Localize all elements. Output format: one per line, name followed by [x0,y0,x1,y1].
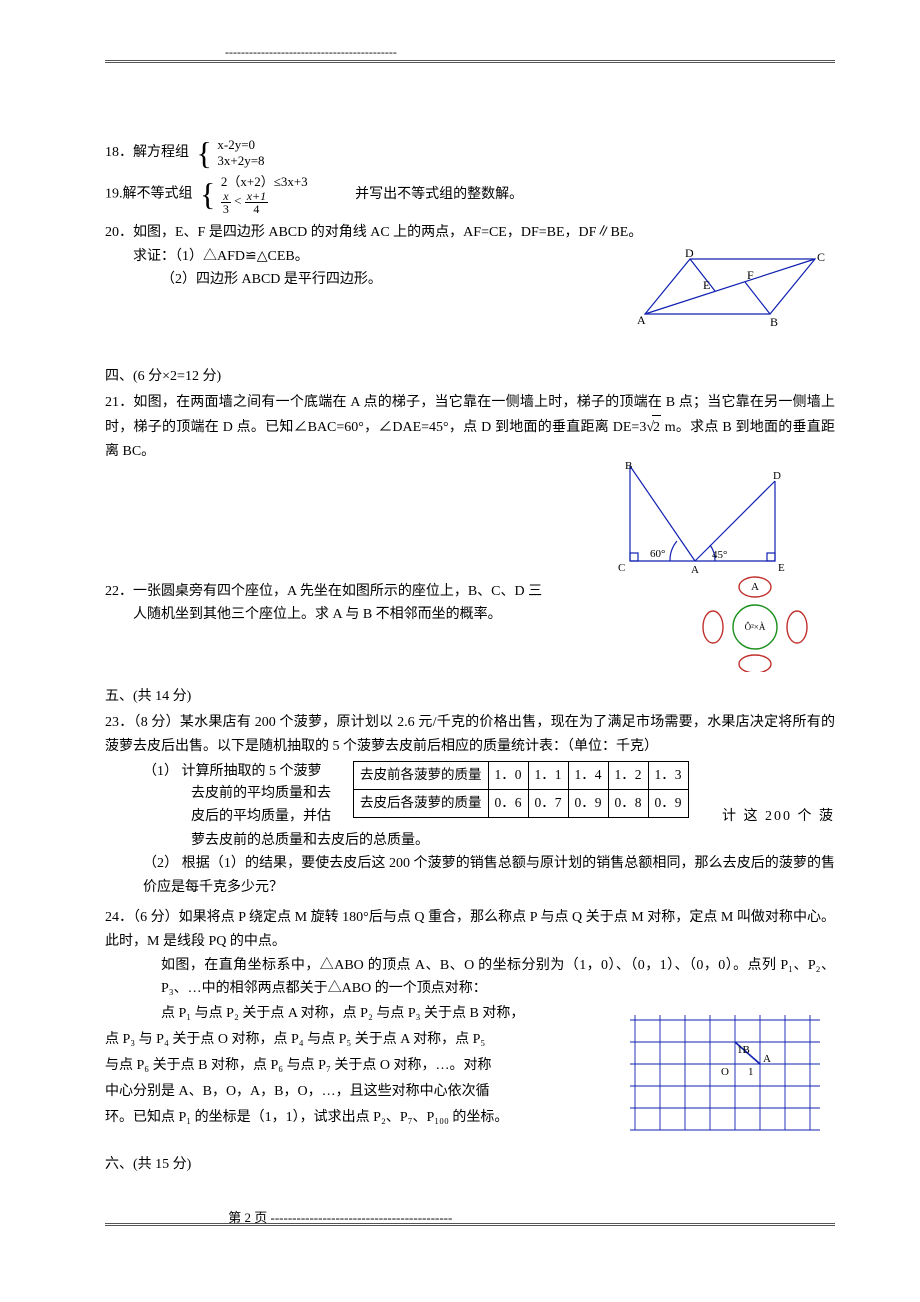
label-B: B [625,461,632,472]
q19-lt: < [234,193,241,208]
label-A: A [751,581,759,593]
q19-prefix: 19.解不等式组 [105,187,193,202]
cell: 1．3 [648,761,688,789]
question-21: 21．如图，在两面墙之间有一个底端在 A 点的梯子，当它靠在一侧墙上时，梯子的顶… [105,391,835,573]
label-E: E [703,278,710,292]
q23-p1b: 去皮前的平均质量和去 [143,783,353,805]
q19-frac2-num: x+1 [245,190,268,203]
q20-diagram: A B C D E F [635,249,825,329]
label-D: D [773,470,781,482]
q24-line1: 24．（6 分）如果将点 P 绕定点 M 旋转 180°后与点 Q 重合，那么称… [105,906,835,954]
q24-line2: 如图，在直角坐标系中，△ABO 的顶点 A、B、O 的坐标分别为（1，0）、（0… [161,954,835,1002]
q18-prefix: 18．解方程组 [105,145,189,160]
header-dashes: ----------------------------------------… [225,45,397,60]
q24-line5: 与点 P₆ 关于点 B 对称，点 P₆ 与点 P₇ 关于点 O 对称，…。对称 [105,1053,595,1079]
label-1B: 1B [737,1044,750,1056]
question-20: 20．如图，E、F 是四边形 ABCD 的对角线 AC 上的两点，AF=CE，D… [105,221,835,347]
q24-line6: 中心分别是 A、B，O，A，B，O，…，且这些对称中心依次循 [105,1079,595,1105]
label-C: C [618,562,625,574]
q23-line1: 23．（8 分）某水果店有 200 个菠萝，原计划以 2.6 元/千克的价格出售… [105,711,835,759]
q23-table: 去皮前各菠萝的质量 1．0 1．1 1．4 1．2 1．3 去皮后各菠萝的质量 … [353,761,689,818]
label-A: A [637,313,646,327]
q24-line4: 点 P₃ 与 P₄ 关于点 O 对称，点 P₄ 与点 P₅ 关于点 A 对称，点… [105,1027,595,1053]
table-row: 去皮前各菠萝的质量 1．0 1．1 1．4 1．2 1．3 [354,761,689,789]
q21-diagram: B C A D E 60° 45° [615,461,795,576]
cell: 0．8 [608,789,648,817]
q22-line2: 人随机坐到其他三个座位上。求 A 与 B 不相邻而坐的概率。 [133,603,605,627]
page-number: 第 2 页 [228,1210,267,1225]
q18-eq2: 3x+2y=8 [217,153,264,168]
question-19: 19.解不等式组 { 2（x+2）≤3x+3 x3 < x+14 并写出不等式组… [105,174,835,215]
footer-rule: 第 2 页 ----------------------------------… [105,1223,835,1226]
label-O: O [721,1066,729,1078]
q24-grid: O 1B A 1 [625,1005,825,1135]
label-60: 60° [650,548,665,560]
cell: 0．6 [488,789,528,817]
q19-suffix: 并写出不等式组的整数解。 [355,187,523,202]
label-B: B [770,315,778,329]
q19-frac1-den: 3 [221,203,231,215]
footer-dashes: ----------------------------------------… [271,1210,453,1225]
cell: 0．7 [528,789,568,817]
q23-p1c: 皮后的平均质量，并估 [143,806,353,828]
cell: 0．9 [568,789,608,817]
q20-line1: 20．如图，E、F 是四边形 ABCD 的对角线 AC 上的两点，AF=CE，D… [105,221,835,245]
label-C: C [817,250,825,264]
q19-ineq1: 2（x+2）≤3x+3 [221,174,308,189]
q22-diagram: A Ô²×À [695,572,815,672]
cell: 1．0 [488,761,528,789]
footer-text: 第 2 页 ----------------------------------… [105,1207,835,1226]
cell: 1．2 [608,761,648,789]
header-rule: ----------------------------------------… [105,60,835,63]
q18-eq1: x-2y=0 [217,137,255,152]
row1-label: 去皮前各菠萝的质量 [354,761,489,789]
q21-text: 21．如图，在两面墙之间有一个底端在 A 点的梯子，当它靠在一侧墙上时，梯子的顶… [105,395,835,459]
label-D: D [685,249,694,260]
row2-label: 去皮后各菠萝的质量 [354,789,489,817]
q23-p1c-tail: 计 这 200 个 菠 [689,761,836,829]
q23-p2: （2） 根据（1）的结果，要使去皮后这 200 个菠萝的销售总额与原计划的销售总… [105,852,835,900]
q19-frac2-den: 4 [245,203,268,215]
label-F: F [747,268,754,282]
question-24: 24．（6 分）如果将点 P 绕定点 M 旋转 180°后与点 Q 重合，那么称… [105,906,835,1135]
question-18: 18．解方程组 { x-2y=0 3x+2y=8 [105,137,835,168]
cell: 1．1 [528,761,568,789]
q19-frac1-num: x [221,190,231,203]
q24-line3: 点 P₁ 与点 P₂ 关于点 A 对称，点 P₂ 与点 P₃ 关于点 B 对称， [161,1001,595,1027]
section-6-title: 六、(共 15 分) [105,1153,835,1173]
cell: 1．4 [568,761,608,789]
cell: 0．9 [648,789,688,817]
section-5-title: 五、(共 14 分) [105,685,835,705]
question-22: 22．一张圆桌旁有四个座位，A 先坐在如图所示的座位上，B、C、D 三 人随机坐… [105,580,835,668]
q23-p1d: 萝去皮前的总质量和去皮后的总质量。 [105,829,835,853]
label-45: 45° [712,549,727,561]
table-row: 去皮后各菠萝的质量 0．6 0．7 0．9 0．8 0．9 [354,789,689,817]
question-23: 23．（8 分）某水果店有 200 个菠萝，原计划以 2.6 元/千克的价格出售… [105,711,835,900]
section-4-title: 四、(6 分×2=12 分) [105,365,835,385]
q22-line1: 22．一张圆桌旁有四个座位，A 先坐在如图所示的座位上，B、C、D 三 [105,580,605,604]
q24-line7: 环。已知点 P₁ 的坐标是（1，1），试求出点 P₂、P₇、P₁₀₀ 的坐标。 [105,1105,595,1131]
label-A: A [763,1053,771,1065]
q23-p1a: （1） 计算所抽取的 5 个菠萝 [143,761,353,783]
label-center: Ô²×À [745,622,766,632]
label-1: 1 [748,1066,754,1078]
